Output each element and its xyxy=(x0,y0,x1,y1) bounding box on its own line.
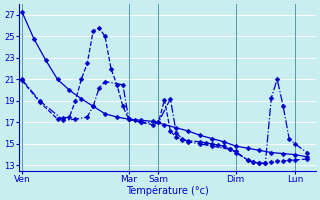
X-axis label: Température (°c): Température (°c) xyxy=(126,185,209,196)
